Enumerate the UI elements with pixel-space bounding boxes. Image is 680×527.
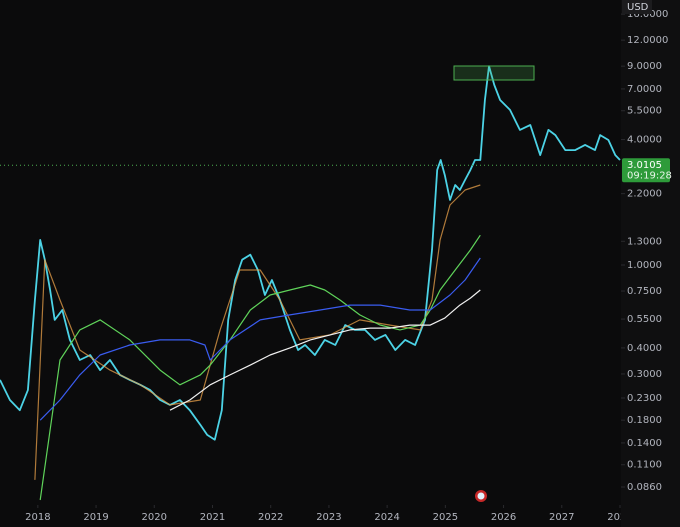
y-tick-label: 0.1100 (627, 460, 662, 471)
currency: USD (627, 2, 649, 13)
y-tick-label: 12.0000 (627, 35, 668, 46)
countdown-label: 09:19:28 (627, 170, 672, 181)
x-tick-label: 2018 (25, 512, 50, 523)
y-tick-label: 5.5000 (627, 106, 662, 117)
y-tick-label: 0.1800 (627, 415, 662, 426)
x-axis: 2018 2019 2020 2021 2022 2023 2024 2025 2026 2027… (25, 505, 633, 523)
x-tick-label: 2019 (83, 512, 108, 523)
y-tick-label: 0.4000 (627, 343, 662, 354)
y-tick-label: 0.2300 (627, 393, 662, 404)
x-tick-label: 2024 (374, 512, 399, 523)
x-tick-label: 2023 (316, 512, 341, 523)
series-line (169, 289, 481, 411)
y-tick-label: 9.0000 (627, 61, 662, 72)
y-tick-label: 7.0000 (627, 84, 662, 95)
x-tick-label: 2020 (142, 512, 167, 523)
last-price-box (622, 158, 670, 183)
y-tick-label: 4.0000 (627, 135, 662, 146)
price-axis-panel (621, 0, 680, 527)
y-tick-label: 0.7500 (627, 286, 662, 297)
target-zone (453, 65, 535, 81)
y-tick-label: 2.2000 (627, 189, 662, 200)
y-tick-label: 0.0860 (627, 482, 662, 493)
x-tick-label: 2021 (200, 512, 225, 523)
x-tick-label: 2026 (491, 512, 516, 523)
x-tick-label: 2022 (258, 512, 283, 523)
series-line (0, 65, 621, 441)
plot-area (0, 65, 621, 501)
x-tick-label: 2027 (549, 512, 574, 523)
x-tick-label: 2025 (433, 512, 458, 523)
y-tick-label: 0.5500 (627, 314, 662, 325)
y-tick-label: 0.3000 (627, 369, 662, 380)
y-axis: 16.0000 12.0000 9.0000 7.0000 5.5000 4.0000 2.… (621, 9, 668, 493)
x-tick-label: 2028 (607, 512, 632, 523)
last-price-label: 3.0105 (627, 160, 662, 171)
y-tick-label: 0.1400 (627, 438, 662, 449)
y-tick-label: 16.0000 (627, 9, 668, 20)
currency-box (622, 0, 652, 14)
y-tick-label: 1.3000 (627, 236, 662, 247)
y-tick-label: 1.0000 (627, 260, 662, 271)
series-line (39, 257, 481, 421)
event-flag (475, 490, 487, 502)
